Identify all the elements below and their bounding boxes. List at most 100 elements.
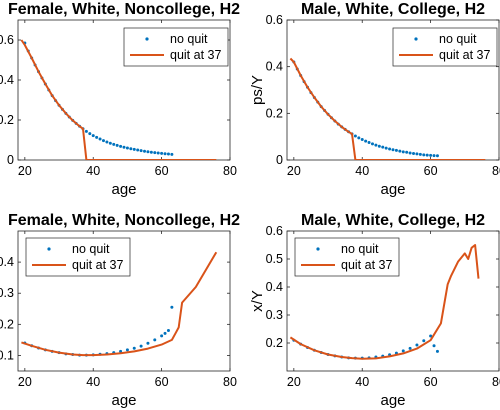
x-tick-label: 80 (223, 375, 237, 389)
y-axis-label: ps/Y (249, 75, 266, 105)
legend-box (294, 237, 400, 277)
x-tick-label: 80 (492, 164, 500, 178)
data-point-no-quit (357, 136, 361, 140)
chart-title: Female, White, Noncollege, H2 (8, 212, 240, 229)
data-point-no-quit (112, 142, 116, 146)
data-point-no-quit (115, 143, 119, 147)
legend-label: quit at 37 (170, 48, 221, 62)
y-tick-label: 0.6 (266, 224, 283, 238)
y-tick-label: 0.4 (0, 255, 14, 269)
data-point-no-quit (381, 145, 385, 149)
y-tick-label: 0.2 (0, 113, 14, 127)
data-point-no-quit (105, 140, 109, 144)
y-tick-label: 0.1 (0, 348, 14, 362)
data-point-no-quit (398, 149, 402, 153)
x-tick-label: 40 (355, 164, 369, 178)
data-point-no-quit (425, 153, 429, 157)
x-tick-label: 60 (424, 164, 438, 178)
data-point-no-quit (405, 150, 409, 154)
data-point-no-quit (88, 132, 92, 136)
data-point-no-quit (160, 151, 164, 155)
chart-title: Male, White, College, H2 (301, 1, 485, 18)
legend-swatch-dot (145, 37, 149, 41)
y-tick-label: 0.4 (266, 280, 283, 294)
data-point-no-quit (422, 153, 426, 157)
data-point-no-quit (153, 151, 157, 155)
legend-box (25, 237, 131, 277)
data-point-no-quit (415, 343, 419, 347)
x-tick-label: 80 (223, 164, 237, 178)
data-point-no-quit (415, 152, 419, 156)
data-point-no-quit (84, 129, 88, 133)
x-axis-label: age (380, 181, 405, 198)
data-point-no-quit (101, 139, 105, 143)
data-point-no-quit (170, 305, 174, 309)
data-point-no-quit (95, 135, 99, 139)
series-line-quit (21, 251, 218, 357)
data-point-no-quit (146, 341, 150, 345)
y-tick-label: 0.4 (266, 60, 283, 74)
y-axis-label: x/Y (249, 290, 266, 312)
x-tick-label: 80 (492, 375, 500, 389)
legend: no quit quit at 37 (25, 237, 131, 277)
data-point-no-quit (163, 331, 167, 335)
data-point-no-quit (156, 151, 160, 155)
y-tick-label: 0.6 (266, 13, 283, 27)
legend: no quit quit at 37 (294, 237, 400, 277)
data-point-no-quit (119, 349, 123, 353)
x-tick-label: 40 (86, 375, 100, 389)
data-point-no-quit (139, 344, 143, 348)
legend-swatch-dot (47, 247, 51, 251)
data-point-no-quit (108, 141, 112, 145)
chart-panel-4: 20 40 60 80 0.2 0.3 0.4 0.5 0.6 Male, White, Coll… (249, 212, 500, 409)
chart-panel-1: 20 40 60 80 0 0.2 0.4 0.6 Female, White, Noncoll… (0, 1, 240, 198)
data-point-no-quit (122, 145, 126, 149)
y-tick-label: 0 (276, 153, 283, 167)
data-point-no-quit (132, 346, 136, 350)
x-tick-label: 60 (155, 375, 169, 389)
data-point-no-quit (367, 141, 371, 144)
data-point-no-quit (132, 147, 136, 151)
data-point-no-quit (125, 146, 129, 150)
data-point-no-quit (388, 147, 392, 151)
data-point-no-quit (163, 152, 167, 156)
x-tick-label: 20 (287, 375, 301, 389)
data-area (289, 244, 480, 360)
data-point-no-quit (422, 339, 426, 343)
x-tick-label: 40 (86, 164, 100, 178)
data-point-no-quit (170, 152, 174, 156)
data-point-no-quit (408, 346, 412, 350)
data-point-no-quit (370, 142, 374, 146)
y-tick-label: 0.6 (0, 33, 14, 47)
x-tick-label: 20 (18, 375, 32, 389)
chart-panel-3: 20 40 60 80 0.1 0.2 0.3 0.4 Female, White, Nonco… (0, 212, 240, 409)
x-tick-label: 40 (355, 375, 369, 389)
y-tick-label: 0.3 (0, 286, 14, 300)
data-point-no-quit (412, 151, 416, 155)
data-point-no-quit (139, 149, 143, 153)
data-point-no-quit (160, 334, 164, 338)
data-point-no-quit (125, 348, 129, 352)
legend-swatch-dot (414, 37, 418, 41)
data-point-no-quit (149, 150, 153, 154)
x-axis-label: age (111, 392, 136, 409)
y-tick-label: 0.4 (0, 73, 14, 87)
series-line-quit (289, 57, 486, 160)
data-point-no-quit (91, 134, 95, 138)
legend-label: no quit (72, 242, 110, 256)
x-tick-label: 60 (424, 375, 438, 389)
data-point-no-quit (153, 338, 157, 342)
y-tick-label: 0.5 (266, 252, 283, 266)
y-tick-label: 0.3 (266, 308, 283, 322)
legend-label: quit at 37 (72, 258, 123, 272)
data-point-no-quit (401, 150, 405, 154)
legend-label: no quit (439, 32, 477, 46)
legend-label: quit at 37 (341, 258, 392, 272)
legend-box (392, 27, 498, 67)
data-area (20, 39, 217, 160)
x-tick-label: 20 (287, 164, 301, 178)
chart-panel-2: 20 40 60 80 0 0.2 0.4 0.6 Male, White, College, … (249, 1, 500, 198)
chart-title: Male, White, College, H2 (301, 212, 485, 229)
data-point-no-quit (129, 147, 133, 151)
